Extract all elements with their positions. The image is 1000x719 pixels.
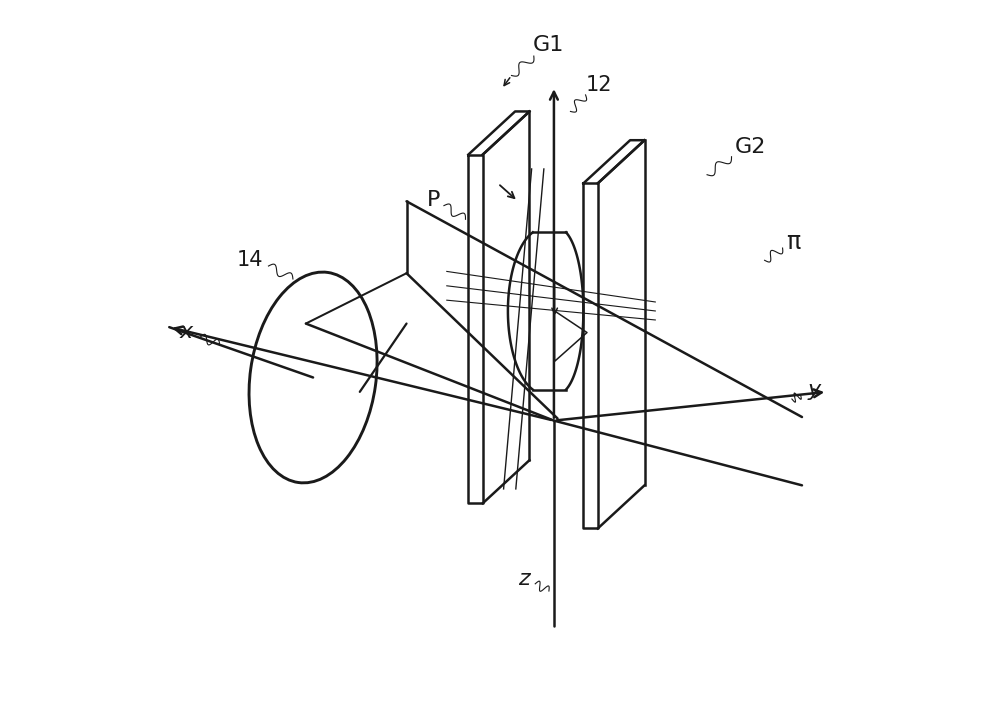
Text: x: x bbox=[179, 322, 192, 342]
Text: G2: G2 bbox=[735, 137, 766, 157]
Text: 14: 14 bbox=[237, 250, 263, 270]
Text: y: y bbox=[808, 380, 821, 400]
Text: π: π bbox=[786, 230, 800, 255]
Text: G1: G1 bbox=[533, 35, 565, 55]
Text: 12: 12 bbox=[586, 75, 612, 95]
Text: z: z bbox=[518, 569, 530, 589]
Text: P: P bbox=[427, 190, 441, 210]
